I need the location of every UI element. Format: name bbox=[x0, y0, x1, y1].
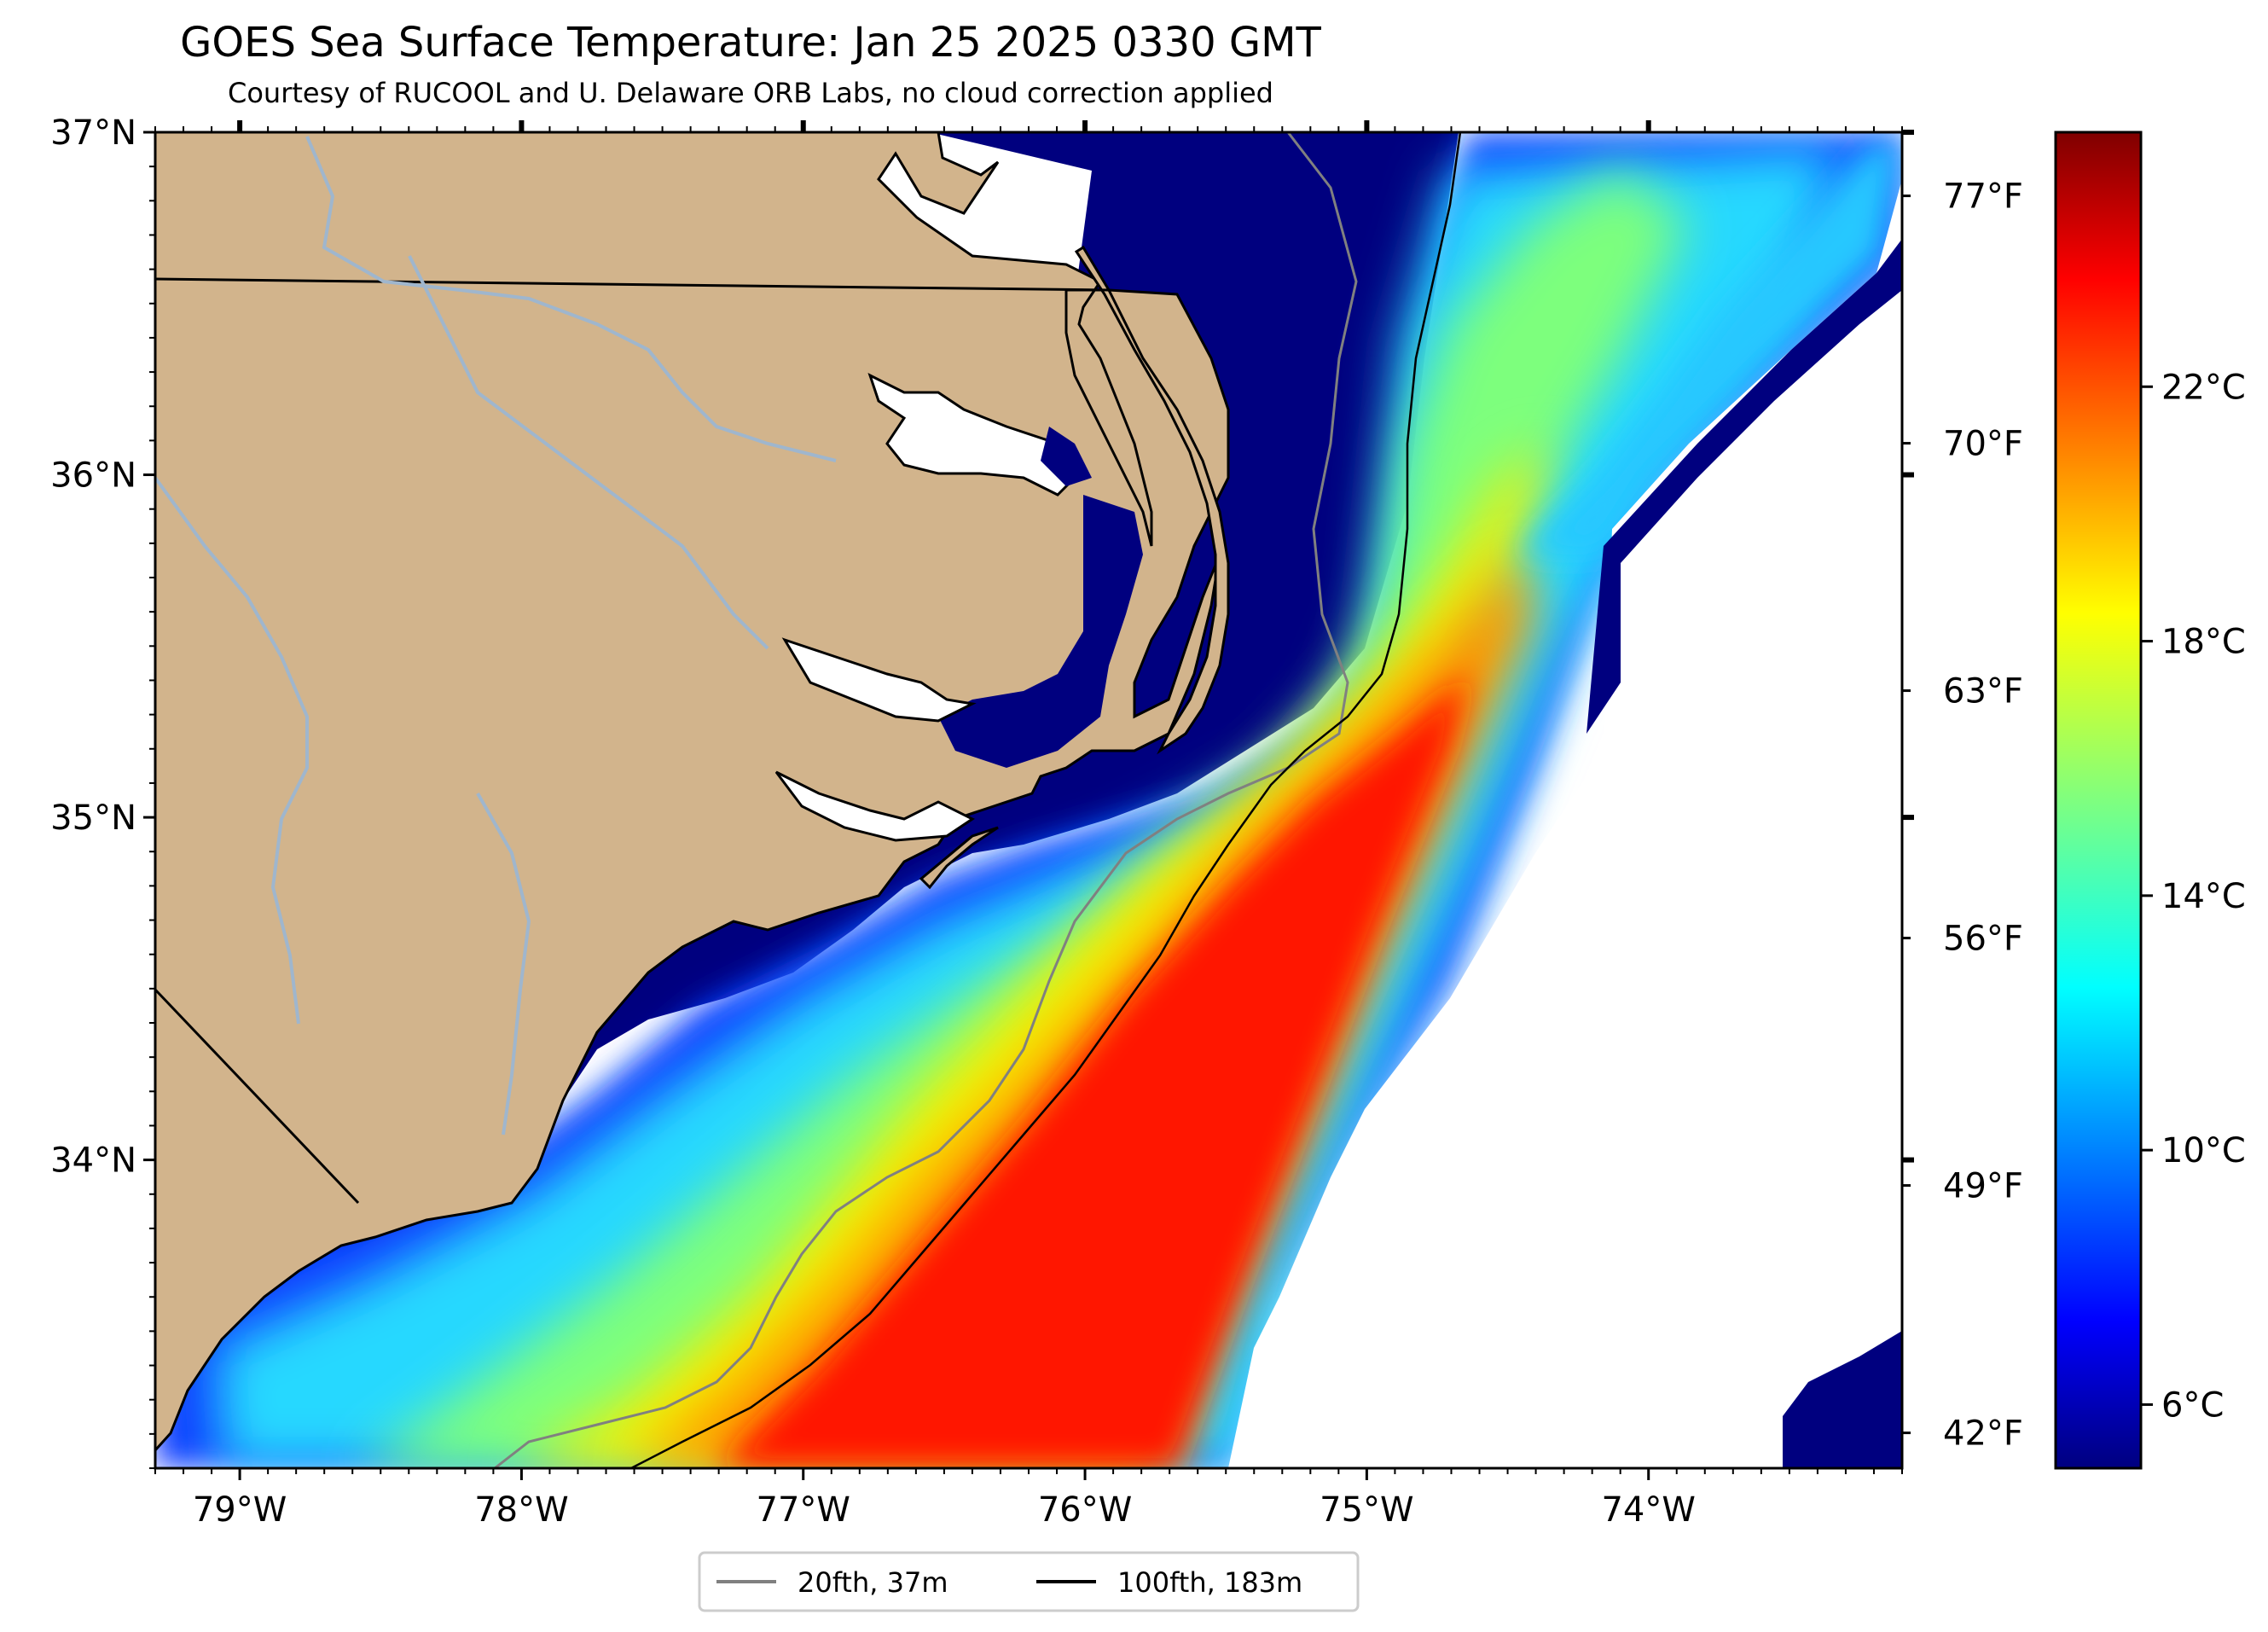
lat-tick-label: 34°N bbox=[50, 1141, 136, 1181]
latitude-axis: 37°N 36°N 35°N 34°N bbox=[50, 113, 1914, 1469]
albemarle-water bbox=[1041, 427, 1092, 486]
colorbar-tick-label: 6°C bbox=[2161, 1385, 2224, 1425]
colorbar-tick-label: 18°C bbox=[2161, 623, 2246, 662]
legend-label-100fth: 100fth, 183m bbox=[1117, 1566, 1302, 1599]
map-area bbox=[155, 132, 1902, 1468]
fahrenheit-tick-label: 70°F bbox=[1943, 425, 2023, 464]
colorbar bbox=[2054, 131, 2143, 1470]
sst-no-data-east bbox=[1228, 179, 1902, 1468]
lat-tick-label: 37°N bbox=[50, 113, 136, 153]
cape-lookout-banks bbox=[919, 826, 999, 890]
fahrenheit-tick-label: 56°F bbox=[1943, 920, 2023, 959]
isobath-legend: 20fth, 37m 100fth, 183m bbox=[698, 1551, 1360, 1612]
outer-banks bbox=[1074, 245, 1230, 755]
state-border-va-nc bbox=[155, 277, 1110, 292]
isobath-100fth bbox=[630, 132, 1462, 1468]
longitude-axis: 79°W 78°W 77°W 76°W 75°W 74°W bbox=[154, 120, 1903, 1530]
neuse-river-mouth bbox=[774, 770, 975, 842]
sst-southeast-cold-patch bbox=[1783, 1331, 1902, 1468]
legend-label-20fth: 20fth, 37m bbox=[798, 1566, 948, 1599]
lon-tick-label: 78°W bbox=[474, 1490, 568, 1530]
lat-tick-label: 36°N bbox=[50, 456, 136, 496]
colorbar-tick-label: 14°C bbox=[2161, 877, 2246, 916]
lon-tick-label: 74°W bbox=[1601, 1490, 1695, 1530]
lon-tick-label: 76°W bbox=[1038, 1490, 1132, 1530]
pamlico-shore bbox=[781, 637, 977, 723]
sst-east-cold-fringe bbox=[1586, 239, 1902, 734]
river bbox=[305, 136, 837, 462]
map-title: GOES Sea Surface Temperature: Jan 25 202… bbox=[180, 19, 1321, 67]
map-subtitle: Courtesy of RUCOOL and U. Delaware ORB L… bbox=[228, 77, 1273, 109]
sst-red-core bbox=[716, 614, 1484, 1468]
lon-tick-label: 79°W bbox=[193, 1490, 287, 1530]
state-border-nc-sc bbox=[155, 988, 360, 1205]
fahrenheit-tick-label: 63°F bbox=[1943, 672, 2023, 711]
river bbox=[155, 476, 309, 1025]
sst-orange-band bbox=[631, 555, 1535, 1468]
fahrenheit-tick-label: 42°F bbox=[1943, 1414, 2023, 1454]
albemarle-sound bbox=[867, 373, 1076, 497]
fahrenheit-axis: 77°F 70°F 63°F 56°F 49°F 42°F bbox=[1902, 177, 2023, 1454]
lat-tick-label: 35°N bbox=[50, 799, 136, 838]
river bbox=[408, 255, 769, 650]
river bbox=[476, 793, 531, 1135]
lon-tick-label: 77°W bbox=[757, 1490, 850, 1530]
pamlico-sound bbox=[938, 495, 1143, 768]
lon-tick-label: 75°W bbox=[1320, 1490, 1413, 1530]
fahrenheit-tick-label: 49°F bbox=[1943, 1167, 2023, 1206]
fahrenheit-tick-label: 77°F bbox=[1943, 177, 2023, 217]
isobath-20fth bbox=[494, 132, 1358, 1468]
colorbar-ticks: 6°C 10°C 14°C 18°C 22°C bbox=[2141, 368, 2246, 1425]
colorbar-tick-label: 10°C bbox=[2161, 1131, 2246, 1170]
colorbar-tick-label: 22°C bbox=[2161, 368, 2246, 407]
sst-offshore-cyan bbox=[1518, 136, 1902, 555]
